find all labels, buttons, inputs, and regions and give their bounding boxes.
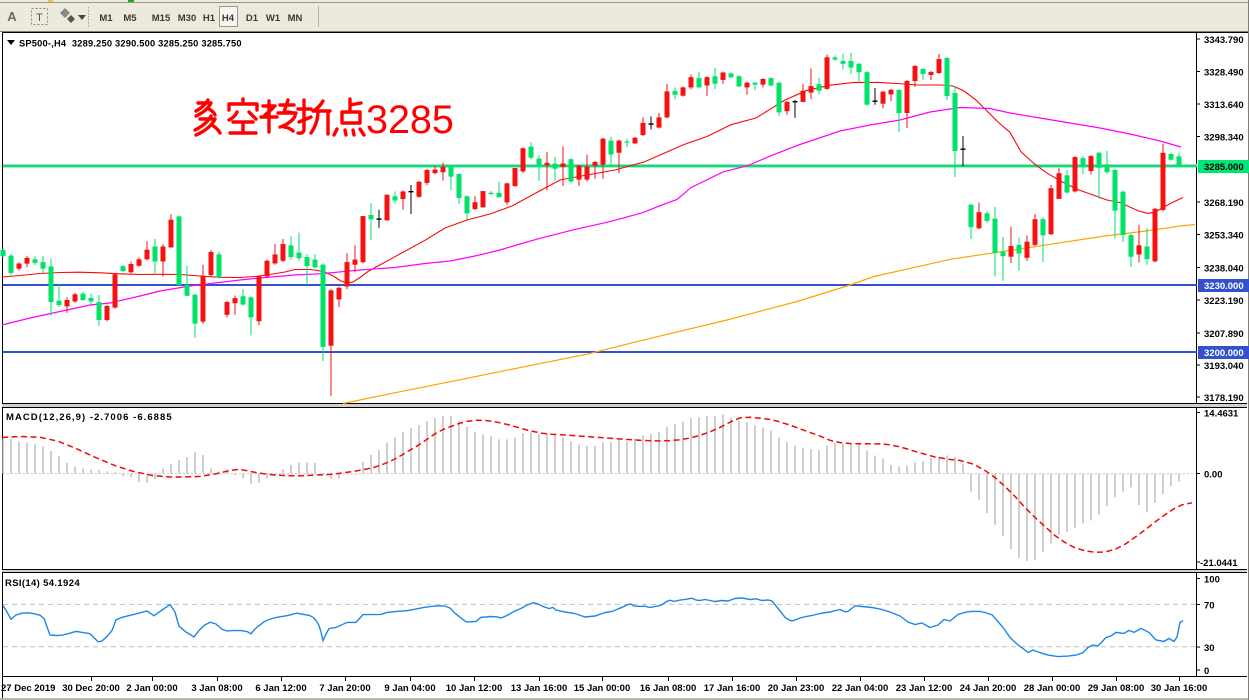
svg-text:3328.490: 3328.490 bbox=[1204, 68, 1244, 79]
svg-text:-21.0441: -21.0441 bbox=[1200, 558, 1238, 569]
svg-text:15 Jan 00:00: 15 Jan 00:00 bbox=[574, 683, 631, 694]
svg-text:3253.340: 3253.340 bbox=[1204, 231, 1244, 242]
svg-text:22 Jan 04:00: 22 Jan 04:00 bbox=[832, 683, 889, 694]
svg-text:7 Jan 20:00: 7 Jan 20:00 bbox=[319, 683, 370, 694]
svg-text:24 Jan 20:00: 24 Jan 20:00 bbox=[960, 683, 1017, 694]
svg-text:M30: M30 bbox=[178, 13, 196, 24]
svg-text:3 Jan 08:00: 3 Jan 08:00 bbox=[191, 683, 242, 694]
svg-text:13 Jan 16:00: 13 Jan 16:00 bbox=[511, 683, 568, 694]
svg-text:28 Jan 00:00: 28 Jan 00:00 bbox=[1024, 683, 1081, 694]
svg-text:30 Dec 20:00: 30 Dec 20:00 bbox=[62, 683, 120, 694]
svg-text:A: A bbox=[7, 9, 17, 24]
svg-text:3343.790: 3343.790 bbox=[1204, 35, 1244, 46]
svg-text:30: 30 bbox=[1204, 643, 1215, 654]
svg-text:3223.190: 3223.190 bbox=[1204, 296, 1244, 307]
svg-text:3298.340: 3298.340 bbox=[1204, 133, 1244, 144]
svg-text:100: 100 bbox=[1204, 575, 1220, 586]
svg-text:3268.190: 3268.190 bbox=[1204, 198, 1244, 209]
svg-text:3207.890: 3207.890 bbox=[1204, 329, 1244, 340]
svg-text:SP500-,H4 3289.250 3290.500 3: SP500-,H4 3289.250 3290.500 3285.250 328… bbox=[19, 39, 242, 49]
svg-text:D1: D1 bbox=[246, 13, 259, 24]
svg-text:0: 0 bbox=[1204, 666, 1209, 677]
svg-text:10 Jan 12:00: 10 Jan 12:00 bbox=[446, 683, 503, 694]
svg-text:RSI(14) 54.1924: RSI(14) 54.1924 bbox=[5, 578, 80, 589]
svg-text:20 Jan 23:00: 20 Jan 23:00 bbox=[768, 683, 825, 694]
svg-text:2 Jan 00:00: 2 Jan 00:00 bbox=[126, 683, 177, 694]
svg-text:H1: H1 bbox=[203, 13, 216, 24]
svg-text:MACD(12,26,9) -2.7006 -6.6885: MACD(12,26,9) -2.7006 -6.6885 bbox=[6, 412, 173, 423]
svg-text:17 Jan 16:00: 17 Jan 16:00 bbox=[704, 683, 761, 694]
svg-text:6 Jan 12:00: 6 Jan 12:00 bbox=[255, 683, 306, 694]
svg-text:16 Jan 08:00: 16 Jan 08:00 bbox=[640, 683, 697, 694]
svg-text:M5: M5 bbox=[123, 13, 137, 24]
svg-text:3238.040: 3238.040 bbox=[1204, 264, 1244, 275]
svg-text:M1: M1 bbox=[99, 13, 113, 24]
svg-text:T: T bbox=[36, 12, 43, 24]
svg-text:3178.190: 3178.190 bbox=[1204, 393, 1244, 404]
svg-text:70: 70 bbox=[1204, 601, 1215, 612]
svg-text:3285: 3285 bbox=[366, 98, 454, 142]
svg-text:23 Jan 12:00: 23 Jan 12:00 bbox=[896, 683, 953, 694]
svg-text:27 Dec 2019: 27 Dec 2019 bbox=[1, 683, 55, 694]
svg-text:W1: W1 bbox=[266, 13, 281, 24]
svg-text:3200.000: 3200.000 bbox=[1204, 348, 1244, 359]
svg-text:30 Jan 16:00: 30 Jan 16:00 bbox=[1151, 683, 1208, 694]
svg-text:3230.000: 3230.000 bbox=[1204, 281, 1244, 292]
svg-text:14.4631: 14.4631 bbox=[1204, 409, 1239, 420]
svg-text:29 Jan 08:00: 29 Jan 08:00 bbox=[1088, 683, 1145, 694]
svg-text:3313.640: 3313.640 bbox=[1204, 100, 1244, 111]
svg-text:3193.040: 3193.040 bbox=[1204, 361, 1244, 372]
svg-text:3285.000: 3285.000 bbox=[1204, 162, 1244, 173]
svg-text:9 Jan 04:00: 9 Jan 04:00 bbox=[384, 683, 435, 694]
svg-text:M15: M15 bbox=[152, 13, 171, 24]
svg-text:MN: MN bbox=[288, 13, 303, 24]
svg-text:0.00: 0.00 bbox=[1204, 470, 1223, 481]
svg-text:H4: H4 bbox=[222, 13, 235, 24]
